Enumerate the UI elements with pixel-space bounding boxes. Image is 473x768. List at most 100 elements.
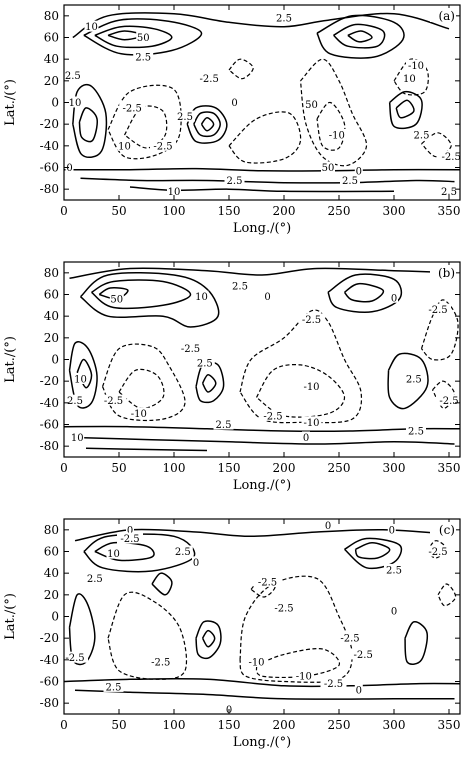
contour-label: -10 [296, 672, 312, 683]
contour-label: 0 [356, 166, 362, 177]
contour-line [129, 186, 395, 193]
x-tick-label: 0 [60, 461, 68, 475]
contour-label-bg [73, 373, 88, 384]
contour-label-bg [301, 380, 322, 392]
contour-label-bg [354, 164, 363, 176]
y-tick-label: 60 [44, 288, 59, 302]
contour-label: 2.5 [227, 176, 243, 187]
y-tick-label: -40 [40, 139, 59, 153]
x-tick-label: 100 [163, 461, 186, 475]
contour-line [186, 105, 228, 144]
contour-label: 50 [305, 100, 318, 111]
y-tick-label: 40 [44, 309, 59, 323]
contour-label-bg [194, 290, 209, 302]
contour-line [201, 629, 216, 648]
contour-label-bg [320, 677, 347, 689]
contour-line [76, 358, 93, 389]
contour-label: 10 [403, 74, 416, 85]
x-tick-label: 250 [328, 204, 351, 218]
x-tick-label: 300 [383, 461, 406, 475]
contour-line [200, 116, 215, 132]
contour-line [107, 591, 188, 680]
panel-label: (c) [439, 523, 455, 537]
y-tick-label: -80 [40, 696, 59, 710]
contour-line [431, 380, 456, 409]
contour-label-bg [324, 519, 332, 531]
y-tick-label: -60 [40, 675, 59, 689]
contour-label: 10 [85, 22, 98, 33]
contour-label: 10 [74, 375, 87, 386]
contour-label-bg [350, 648, 377, 660]
contour-label: 0 [391, 293, 397, 304]
contour-label-bg [274, 12, 294, 23]
contour-line [255, 648, 341, 679]
contour-label: 2.5 [106, 682, 122, 693]
contour-label-bg [68, 96, 82, 108]
contour-label: 10 [107, 549, 120, 560]
contour-line [78, 107, 98, 143]
x-tick-label: 350 [438, 461, 461, 475]
contour-label: 0 [356, 686, 362, 697]
contour-label-bg [117, 139, 132, 151]
contour-label: 50 [322, 163, 335, 174]
panel-label: (b) [438, 266, 455, 280]
contour-label: 10 [195, 292, 208, 303]
contour-label: -2.5 [324, 679, 343, 690]
contour-line [107, 84, 182, 160]
contour-label: 50 [110, 294, 123, 305]
contour-label-bg [117, 532, 143, 544]
contour-label-bg [167, 185, 181, 197]
x-tick-label: 350 [438, 204, 461, 218]
contour-label: -2.5 [123, 103, 142, 114]
y-tick-label: 0 [51, 353, 59, 367]
contour-label-bg [384, 563, 404, 575]
y-tick-label: 40 [44, 52, 59, 66]
contour-label: -2.5 [354, 650, 373, 661]
x-tick-label: 250 [328, 461, 351, 475]
contour-label: 2.5 [65, 71, 81, 82]
contour-label-bg [387, 523, 396, 535]
contour-label-bg [84, 572, 105, 584]
contour-label: -10 [303, 382, 319, 393]
contour-label-bg [65, 394, 85, 406]
contour-line [228, 58, 254, 80]
contour-line [387, 352, 429, 410]
panel-label: (a) [438, 9, 455, 23]
contour-label-bg [192, 556, 200, 568]
y-tick-label: 80 [44, 266, 59, 280]
contour-line [333, 23, 386, 49]
contour-line [354, 542, 391, 560]
contour-label: 0 [231, 98, 237, 109]
contour-label: -2.5 [274, 603, 293, 614]
contour-label-bg [425, 545, 451, 557]
contour-label: -2.5 [181, 344, 200, 355]
contour-line [420, 299, 459, 361]
y-tick-label: 60 [44, 545, 59, 559]
contour-label-bg [133, 51, 154, 62]
contour-label: -2.5 [65, 653, 84, 664]
contour-line [83, 18, 203, 56]
contour-label: 0 [391, 607, 397, 618]
contour-lines [64, 528, 460, 700]
contour-label-bg [436, 394, 462, 406]
contour-label-bg [439, 185, 459, 197]
contour-label-bg [196, 72, 223, 84]
contour-label-bg [390, 291, 398, 303]
contour-label: 2.5 [441, 187, 457, 198]
contour-label-bg [230, 279, 250, 291]
contour-label-bg [100, 394, 127, 406]
contour-label-bg [326, 129, 347, 140]
y-tick-label: -20 [40, 117, 59, 131]
contour-label: 50 [137, 33, 150, 44]
y-tick-label: -60 [40, 418, 59, 432]
contour-line [193, 111, 221, 138]
contour-line [388, 90, 423, 130]
x-tick-label: 300 [383, 718, 406, 732]
contour-label: 2.5 [408, 427, 424, 438]
contour-label: -2.5 [302, 315, 321, 326]
contour-label: -10 [131, 409, 147, 420]
panel-label-bg [430, 265, 456, 279]
contour-label: 10 [71, 433, 84, 444]
